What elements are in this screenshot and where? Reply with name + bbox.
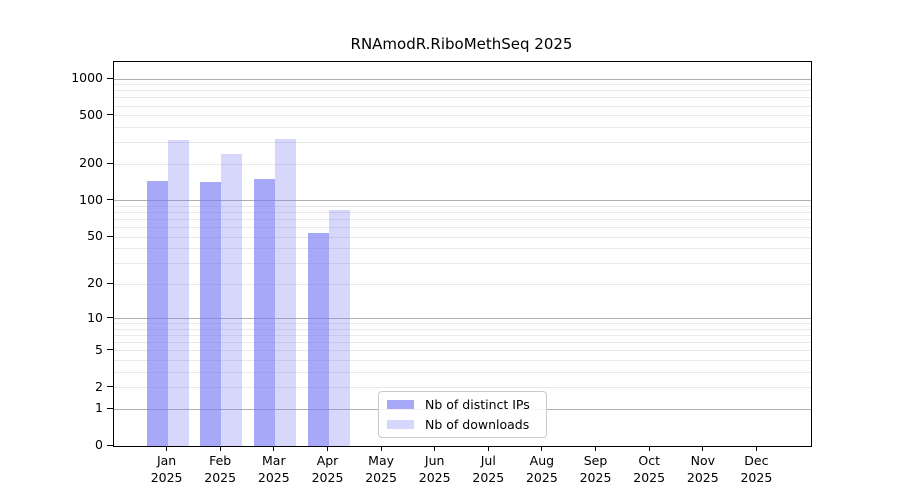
minor-gridline	[114, 350, 811, 352]
y-tick-mark	[107, 114, 113, 116]
x-tick-label-feb: Feb 2025	[204, 453, 237, 485]
minor-gridline	[114, 248, 811, 250]
x-tick-label-may: May 2025	[365, 453, 397, 485]
minor-gridline	[114, 263, 811, 265]
y-tick-mark	[107, 282, 113, 284]
bar-distinct-ips-jan	[146, 180, 168, 446]
minor-gridline	[114, 84, 811, 86]
bar-distinct-ips-mar	[253, 178, 275, 446]
major-gridline	[114, 200, 811, 202]
y-tick-label: 1	[95, 400, 103, 416]
bar-downloads-mar	[274, 138, 296, 446]
legend-label-downloads: Nb of downloads	[425, 417, 530, 432]
minor-gridline	[114, 236, 811, 238]
minor-gridline	[114, 115, 811, 117]
y-tick-mark	[107, 386, 113, 388]
minor-gridline	[114, 127, 811, 129]
legend-swatch-downloads-icon	[387, 420, 414, 429]
x-tick-label-nov: Nov 2025	[686, 453, 719, 485]
legend-item-distinct-ips: Nb of distinct IPs	[387, 397, 538, 413]
x-tick-label-dec: Dec 2025	[740, 453, 773, 485]
minor-gridline	[114, 335, 811, 336]
x-tick-mark	[434, 446, 436, 451]
y-tick-mark	[107, 444, 113, 446]
bar-downloads-feb	[221, 154, 243, 446]
x-tick-label-mar: Mar 2025	[257, 453, 290, 485]
plot-area	[113, 61, 812, 447]
x-tick-label-aug: Aug 2025	[525, 453, 558, 485]
minor-gridline	[114, 97, 811, 99]
y-tick-label: 1000	[71, 70, 103, 85]
minor-gridline	[114, 387, 811, 389]
major-gridline	[114, 318, 811, 320]
minor-gridline	[114, 283, 811, 285]
minor-gridline	[114, 371, 811, 373]
y-tick-label: 200	[79, 155, 103, 171]
y-tick-mark	[107, 77, 113, 79]
minor-gridline	[114, 90, 811, 92]
minor-gridline	[114, 323, 811, 325]
minor-gridline	[114, 227, 811, 229]
minor-gridline	[114, 212, 811, 213]
bar-downloads-apr	[328, 210, 350, 446]
y-tick-label: 5	[95, 341, 103, 357]
legend-swatch-distinct-ips-icon	[387, 400, 414, 409]
x-tick-mark	[219, 446, 221, 451]
legend-label-distinct-ips: Nb of distinct IPs	[425, 397, 530, 412]
y-tick-mark	[107, 235, 113, 237]
x-tick-mark	[380, 446, 382, 451]
x-tick-mark	[755, 446, 757, 451]
x-tick-label-jan: Jan 2025	[150, 453, 183, 485]
y-tick-mark	[107, 349, 113, 351]
legend: Nb of distinct IPs Nb of downloads	[378, 391, 547, 438]
minor-gridline	[114, 360, 811, 361]
minor-gridline	[114, 142, 811, 144]
x-tick-label-sep: Sep 2025	[579, 453, 612, 485]
y-tick-label: 500	[79, 106, 103, 122]
bar-downloads-jan	[167, 139, 189, 446]
y-tick-label: 100	[79, 191, 103, 207]
x-tick-mark	[541, 446, 543, 451]
y-tick-mark	[107, 407, 113, 409]
bar-distinct-ips-feb	[200, 181, 222, 446]
x-tick-label-jun: Jun 2025	[418, 453, 451, 485]
y-tick-mark	[107, 199, 113, 201]
y-tick-label: 20	[87, 275, 103, 291]
x-tick-mark	[273, 446, 275, 451]
minor-gridline	[114, 205, 811, 207]
minor-gridline	[114, 163, 811, 165]
x-tick-mark	[702, 446, 704, 451]
x-tick-label-oct: Oct 2025	[633, 453, 666, 485]
chart-title: RNAmodR.RiboMethSeq 2025	[350, 35, 573, 53]
minor-gridline	[114, 328, 811, 330]
bar-distinct-ips-apr	[307, 233, 329, 446]
y-tick-label: 10	[87, 309, 103, 325]
major-gridline	[114, 78, 811, 80]
minor-gridline	[114, 342, 811, 344]
x-tick-label-apr: Apr 2025	[311, 453, 344, 485]
x-tick-mark	[648, 446, 650, 451]
y-tick-mark	[107, 162, 113, 164]
x-tick-mark	[166, 446, 168, 451]
legend-item-downloads: Nb of downloads	[387, 417, 538, 433]
x-tick-mark	[595, 446, 596, 451]
minor-gridline	[114, 219, 811, 220]
y-tick-mark	[107, 317, 113, 319]
y-tick-label: 2	[95, 378, 103, 394]
x-tick-mark	[327, 446, 328, 451]
x-tick-label-jul: Jul 2025	[472, 453, 505, 485]
x-tick-mark	[487, 446, 489, 451]
minor-gridline	[114, 105, 811, 107]
y-tick-label: 0	[95, 437, 103, 452]
y-tick-label: 50	[87, 228, 103, 244]
